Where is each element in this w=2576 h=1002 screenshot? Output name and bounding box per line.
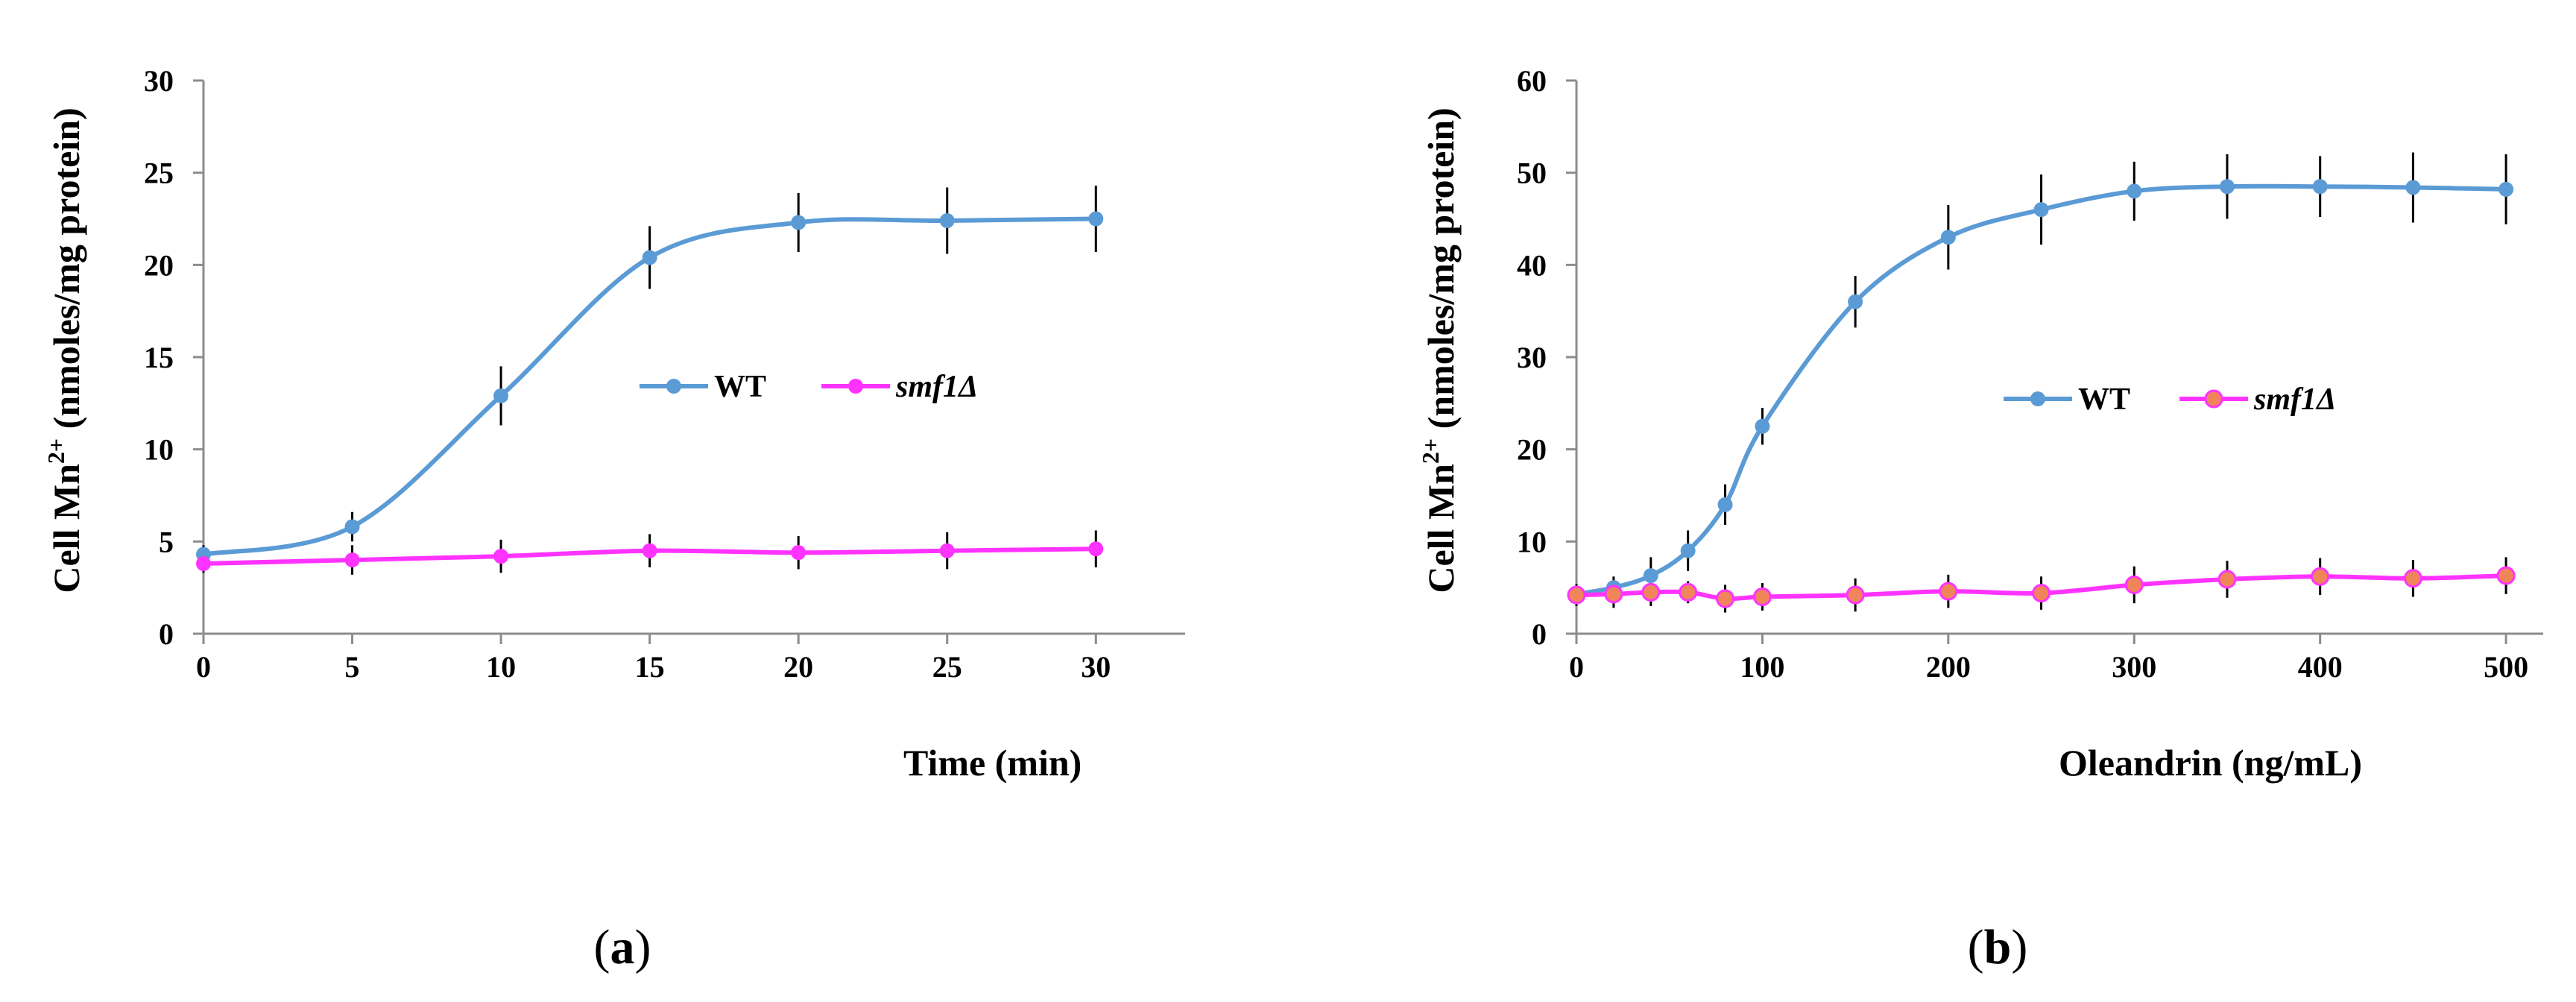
y-tick-label: 5	[159, 525, 174, 558]
chart-b-x-ticks: 0 100 200 300 400 500	[1569, 634, 2528, 684]
chart-a-y-ticks: 0 5 10 15 20 25 30	[144, 64, 203, 651]
chart-a-ylabel-sup: 2+	[42, 438, 69, 464]
y-tick-label: 10	[1517, 525, 1547, 558]
y-tick-label: 30	[144, 64, 174, 98]
data-point	[196, 556, 211, 572]
chart-b-points	[1567, 179, 2516, 608]
chart-b-ylabel: Cell Mn2+ (nmoles/mg protein)	[1417, 107, 1462, 593]
data-point	[1848, 294, 1863, 309]
data-point	[1846, 585, 1865, 605]
chart-b-legend: WT smf1Δ	[2004, 382, 2336, 417]
chart-b-legend-smf1-label: smf1Δ	[2253, 382, 2336, 417]
x-tick-label: 10	[486, 650, 516, 684]
x-tick-label: 15	[635, 650, 665, 684]
data-point	[1717, 497, 1733, 512]
x-tick-label: 200	[1926, 650, 1971, 684]
data-point	[2498, 181, 2514, 197]
data-point	[2127, 183, 2142, 199]
chart-b-legend-smf1-marker	[2204, 389, 2223, 409]
data-point	[1643, 568, 1658, 584]
data-point	[2496, 566, 2516, 585]
data-point	[1088, 541, 1104, 557]
data-point	[791, 215, 806, 230]
x-tick-label: 30	[1081, 650, 1111, 684]
data-point	[1604, 584, 1623, 604]
data-point	[344, 552, 360, 568]
chart-b-error-bars	[1575, 152, 2507, 613]
data-point	[939, 212, 955, 228]
chart-b-panel-label: (b)	[1968, 920, 2028, 974]
chart-a-legend-smf1-marker	[848, 379, 863, 394]
chart-a-ylabel-rest: (nmoles/mg protein)	[45, 107, 87, 438]
chart-b-legend-wt-label: WT	[2078, 382, 2130, 417]
chart-b-y-ticks: 0 10 20 30 40 50 60	[1517, 64, 1576, 651]
chart-a-legend-wt-label: WT	[714, 370, 766, 404]
y-tick-label: 10	[144, 433, 174, 467]
chart-a-x-ticks: 0 5 10 15 20 25 30	[196, 634, 1111, 684]
chart-a-ylabel: Cell Mn2+ (nmoles/mg protein)	[42, 107, 87, 593]
data-point	[2033, 202, 2049, 218]
chart-a-legend-smf1-label: smf1Δ	[895, 370, 978, 404]
chart-panel-a: Cell Mn2+ (nmoles/mg protein) 0 5 10 15 20 25…	[42, 64, 1185, 974]
chart-b-panel-letter: b	[1984, 920, 2012, 974]
series-line-wt	[1574, 183, 2509, 596]
data-point	[1940, 230, 1956, 245]
data-point	[1641, 582, 1661, 602]
x-tick-label: 300	[2112, 650, 2156, 684]
y-tick-label: 40	[1517, 248, 1547, 282]
y-tick-label: 15	[144, 341, 174, 374]
data-point	[642, 543, 657, 558]
data-point	[493, 388, 509, 403]
x-tick-label: 0	[196, 650, 211, 684]
data-point	[2311, 567, 2330, 586]
x-tick-label: 5	[345, 650, 360, 684]
data-point	[2405, 180, 2421, 195]
chart-b-legend-wt-marker	[2030, 391, 2045, 406]
chart-panel-b: Cell Mn2+ (nmoles/mg protein) 0 10 20 30 40 5…	[1417, 64, 2543, 974]
y-tick-label: 20	[144, 248, 174, 282]
y-tick-label: 20	[1517, 433, 1547, 467]
x-tick-label: 0	[1569, 650, 1584, 684]
y-tick-label: 0	[1532, 617, 1547, 651]
chart-a-panel-label: (a)	[594, 920, 651, 974]
chart-b-ylabel-sup: 2+	[1417, 438, 1444, 464]
x-tick-label: 25	[932, 650, 962, 684]
x-tick-label: 20	[783, 650, 813, 684]
data-point	[1680, 543, 1696, 558]
data-point	[1567, 585, 1586, 605]
y-tick-label: 30	[1517, 341, 1547, 374]
chart-a-legend: WT smf1Δ	[640, 370, 978, 404]
x-tick-label: 100	[1740, 650, 1784, 684]
y-tick-label: 0	[159, 617, 174, 651]
y-tick-label: 60	[1517, 64, 1547, 98]
data-point	[642, 250, 657, 265]
data-point	[791, 545, 806, 561]
data-point	[344, 519, 360, 535]
data-point	[493, 549, 509, 564]
chart-b-ylabel-rest: (nmoles/mg protein)	[1420, 107, 1462, 438]
data-point	[1679, 582, 1698, 602]
data-point	[2312, 179, 2328, 195]
data-point	[2124, 575, 2144, 594]
chart-a-xlabel: Time (min)	[903, 742, 1082, 784]
x-tick-label: 500	[2484, 650, 2528, 684]
y-tick-label: 25	[144, 157, 174, 190]
data-point	[2032, 584, 2051, 603]
chart-a-points	[196, 211, 1104, 572]
x-tick-label: 400	[2298, 650, 2343, 684]
data-point	[1755, 418, 1770, 434]
data-point	[1939, 582, 1958, 601]
chart-b-xlabel: Oleandrin (ng/mL)	[2059, 742, 2362, 784]
data-point	[2219, 179, 2235, 195]
chart-a-panel-letter: a	[610, 920, 635, 974]
data-point	[2403, 569, 2422, 588]
data-point	[2217, 570, 2237, 589]
y-tick-label: 50	[1517, 157, 1547, 190]
data-point	[1088, 211, 1104, 227]
data-point	[939, 543, 955, 558]
data-point	[1752, 587, 1772, 607]
chart-a-legend-wt-marker	[666, 379, 681, 394]
data-point	[1716, 589, 1735, 608]
